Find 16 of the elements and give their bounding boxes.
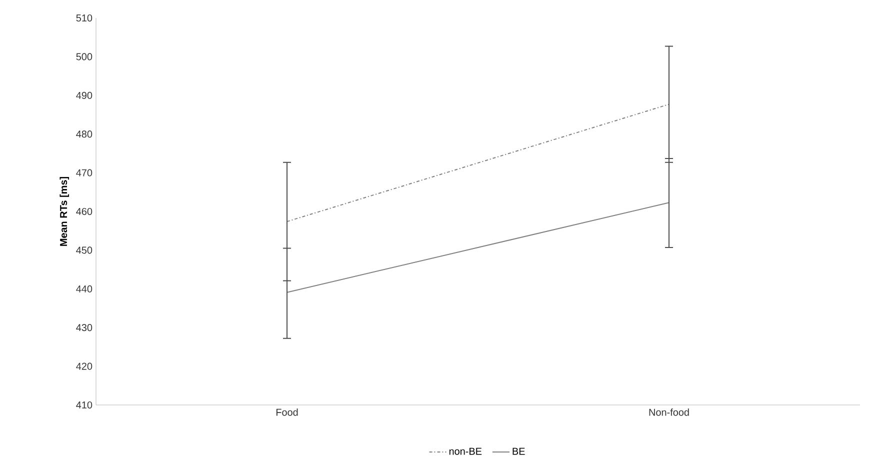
x-tick-label: Non-food [649,408,689,416]
y-axis-title: Mean RTs [ms] [60,176,70,246]
y-tick-label: 450 [76,246,92,254]
legend-label: non-BE [449,448,482,455]
y-tick-label: 430 [76,324,92,332]
y-tick-label: 410 [76,401,92,409]
y-tick-label: 500 [76,53,92,60]
y-tick-label: 420 [76,362,92,370]
y-tick-label: 510 [76,14,92,22]
y-tick-label: 440 [76,285,92,292]
y-tick-label: 480 [76,130,92,138]
legend-label: BE [512,448,525,455]
x-tick-label: Food [276,408,298,416]
y-tick-label: 460 [76,208,92,216]
y-tick-label: 490 [76,92,92,99]
y-tick-label: 470 [76,169,92,176]
